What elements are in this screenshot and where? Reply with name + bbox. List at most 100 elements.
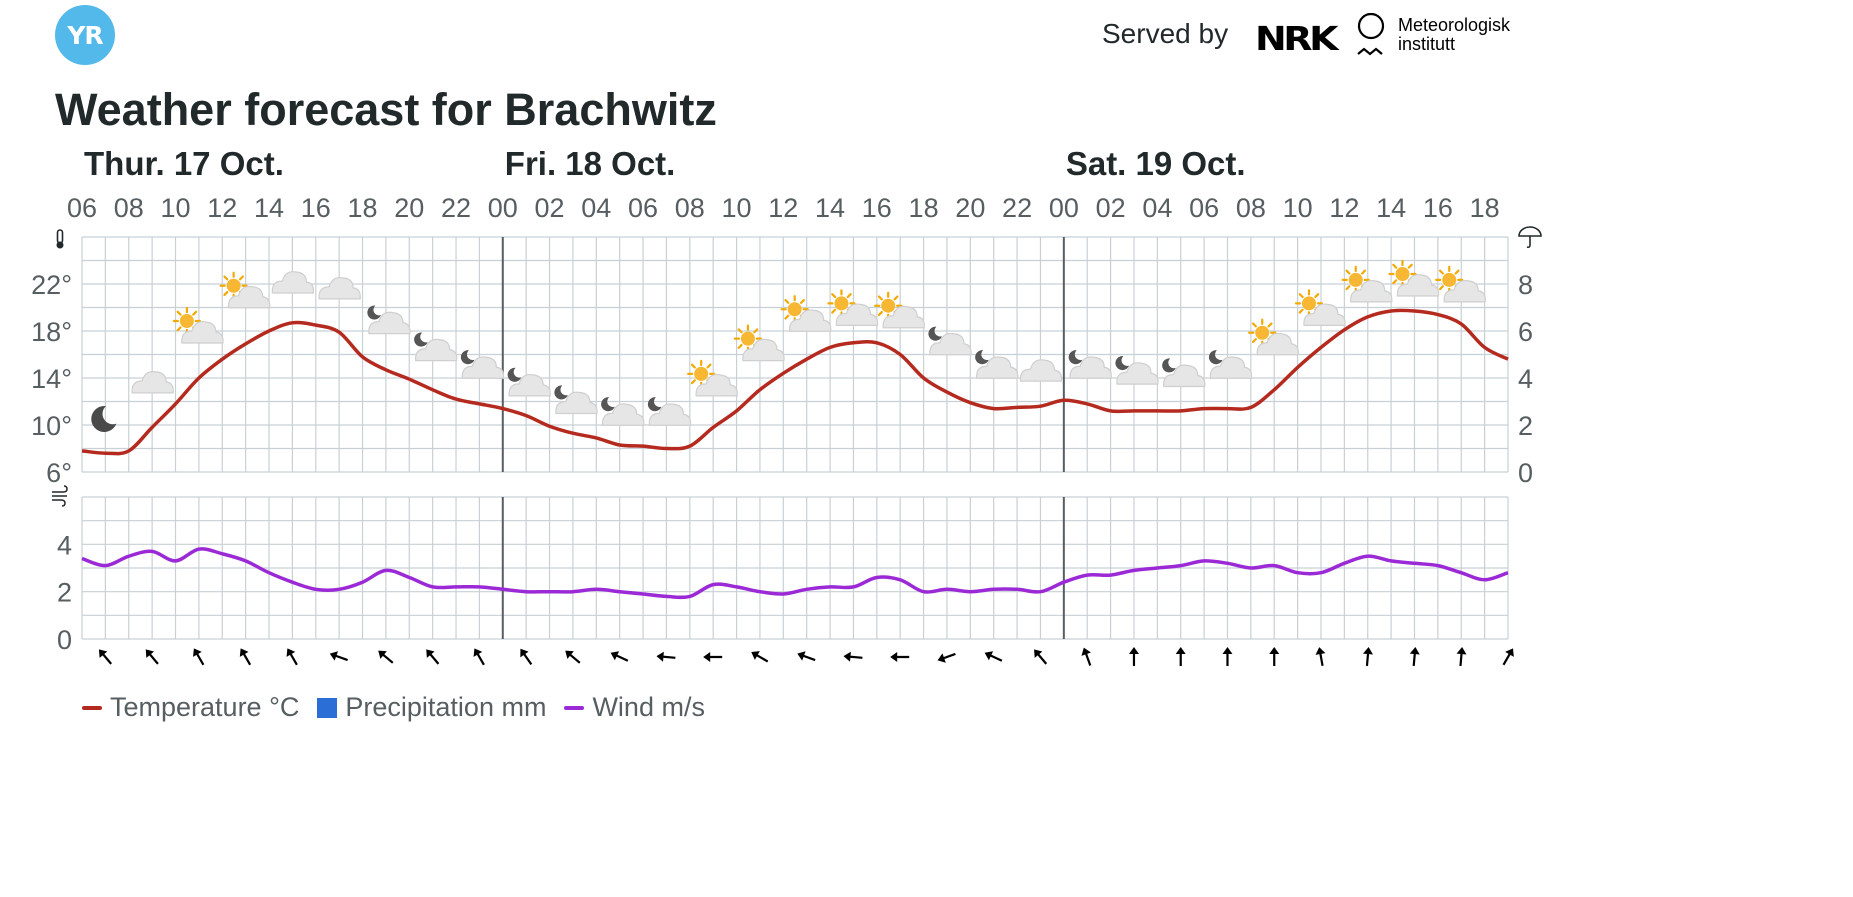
sun-ray bbox=[1454, 269, 1460, 275]
x-tick-label: 00 bbox=[488, 193, 518, 223]
cloud-icon bbox=[1256, 332, 1299, 356]
x-tick-label: 14 bbox=[254, 193, 284, 223]
weather-symbol-partlycloudy-night bbox=[1068, 350, 1112, 379]
sun-ray bbox=[831, 308, 837, 314]
wind-arrow-head bbox=[751, 651, 760, 660]
cloud-shape bbox=[1116, 362, 1159, 385]
sun-ray bbox=[893, 295, 899, 301]
wind-arrow-icon bbox=[703, 652, 723, 662]
cloud-icon bbox=[181, 321, 224, 344]
cloud-shape bbox=[1019, 359, 1063, 382]
wind-arrow-head bbox=[239, 648, 249, 657]
x-tick-label: 06 bbox=[628, 193, 658, 223]
wind-arrow-head bbox=[473, 648, 483, 657]
precipitation-tick-label: 0 bbox=[1518, 458, 1533, 488]
sun-ray bbox=[1251, 322, 1257, 328]
day-label: Fri. 18 Oct. bbox=[505, 145, 676, 182]
sun-ray bbox=[1438, 269, 1444, 275]
cloud-shape bbox=[368, 311, 411, 335]
sun-ray bbox=[877, 310, 883, 317]
wind-arrow-icon bbox=[1128, 647, 1139, 666]
cloud-icon bbox=[1019, 359, 1063, 382]
cloud-shape bbox=[1303, 303, 1346, 326]
cloud-shape bbox=[461, 356, 505, 379]
cloud-shape bbox=[742, 338, 785, 362]
wind-arrow-head bbox=[703, 652, 711, 662]
wind-arrow-head bbox=[797, 651, 806, 661]
wind-arrow-icon bbox=[1222, 647, 1233, 666]
weather-symbol-partlycloudy-day bbox=[780, 295, 832, 332]
x-tick-label: 02 bbox=[1096, 193, 1126, 223]
moon-icon bbox=[91, 406, 117, 433]
x-tick-label: 00 bbox=[1049, 193, 1079, 223]
wind-arrow-icon bbox=[520, 648, 533, 666]
cloud-shape bbox=[1163, 364, 1206, 388]
met-institute-logo[interactable] bbox=[1355, 13, 1555, 63]
legend-square-swatch bbox=[317, 697, 338, 718]
wind-arrow-icon bbox=[751, 651, 769, 663]
sun-disc bbox=[1395, 267, 1410, 281]
wind-arrow-head bbox=[193, 648, 202, 657]
weather-symbol-partlycloudy-night bbox=[460, 350, 505, 379]
sun-disc bbox=[694, 366, 709, 381]
cloud-shape bbox=[882, 305, 925, 329]
sun-ray bbox=[784, 298, 790, 304]
weather-symbol-partlycloudy-night bbox=[367, 305, 411, 335]
weather-symbol-partlycloudy-day bbox=[687, 359, 738, 397]
x-tick-label: 06 bbox=[1189, 193, 1219, 223]
wind-arrow-head bbox=[656, 651, 664, 662]
weather-symbol-partlycloudy-day bbox=[827, 289, 879, 326]
weather-symbol-partlycloudy-night bbox=[1208, 350, 1253, 379]
nrk-logo[interactable]: NRK bbox=[1255, 19, 1338, 58]
sun-ray bbox=[737, 328, 743, 334]
met-circle-icon bbox=[1357, 13, 1385, 40]
weather-symbol-partlycloudy-day bbox=[1341, 265, 1393, 303]
x-tick-label: 16 bbox=[862, 193, 892, 223]
umbrella-icon bbox=[1518, 226, 1542, 249]
wind-icon bbox=[52, 485, 68, 507]
wind-arrow-icon bbox=[1456, 647, 1467, 667]
wind-arrow-head bbox=[843, 651, 851, 662]
sun-ray bbox=[223, 275, 229, 281]
wind-direction-arrows bbox=[98, 647, 1514, 667]
x-tick-label: 12 bbox=[768, 193, 798, 223]
thermometer-stem bbox=[56, 229, 64, 244]
cloud-shape bbox=[695, 373, 738, 397]
wind-arrow-head bbox=[1315, 647, 1326, 655]
cloud-icon bbox=[368, 311, 411, 335]
x-tick-label: 04 bbox=[1142, 193, 1172, 223]
temperature-tick-label: 22° bbox=[31, 270, 72, 300]
cloud-icon bbox=[882, 305, 925, 329]
wind-arrow-icon bbox=[937, 652, 956, 663]
wind-arrow-icon bbox=[843, 651, 863, 662]
wind-arrow-icon bbox=[797, 651, 816, 662]
moon-icon bbox=[507, 367, 522, 382]
moon-icon bbox=[647, 397, 662, 412]
weather-symbol-partlycloudy-day bbox=[219, 271, 271, 309]
x-tick-label: 06 bbox=[67, 193, 97, 223]
cloud-shape bbox=[602, 403, 645, 426]
precipitation-tick-label: 4 bbox=[1518, 364, 1533, 394]
cloud-icon bbox=[648, 403, 692, 426]
moon-icon bbox=[1162, 358, 1176, 373]
sun-icon bbox=[1435, 265, 1464, 294]
umbrella-handle bbox=[1526, 236, 1531, 249]
cloud-icon bbox=[789, 309, 832, 332]
cloud-icon bbox=[1396, 274, 1440, 297]
cloud-icon bbox=[508, 373, 551, 397]
yr-logo[interactable]: YR bbox=[55, 5, 115, 65]
sun-ray bbox=[1314, 293, 1320, 299]
cloud-shape bbox=[1069, 356, 1112, 379]
x-tick-label: 08 bbox=[114, 193, 144, 223]
x-tick-label: 22 bbox=[1002, 193, 1032, 223]
wind-arrow-head bbox=[1363, 647, 1373, 655]
cloud-icon bbox=[318, 276, 361, 300]
moon-icon bbox=[1068, 350, 1083, 365]
moon-icon bbox=[601, 397, 615, 412]
sun-ray bbox=[1267, 322, 1273, 328]
sun-ray bbox=[831, 293, 837, 299]
cloud-shape bbox=[789, 309, 832, 332]
weather-symbol-partlycloudy-day bbox=[1388, 259, 1440, 297]
sun-ray bbox=[1392, 263, 1398, 269]
x-tick-label: 16 bbox=[1423, 193, 1453, 223]
